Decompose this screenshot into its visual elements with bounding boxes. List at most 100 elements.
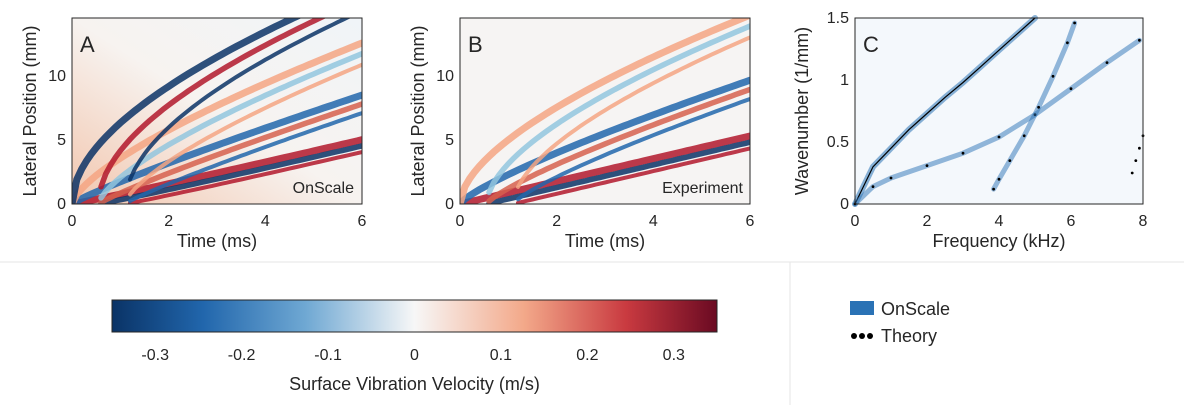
panel-c: C 0 2 4 6 8 0 0.5 1 1.5 Frequency (kHz) … <box>792 10 1148 251</box>
heatmap-ridge <box>128 111 362 204</box>
theory-point <box>1022 134 1026 138</box>
heatmap-ridge <box>128 150 362 204</box>
legend-onscale-label: OnScale <box>881 299 950 319</box>
colorbar-tick-label: -0.1 <box>314 347 342 364</box>
y-axis-label-b: Lateral Position (mm) <box>408 25 428 196</box>
y-tick-label: 0 <box>445 196 454 213</box>
y-ticks-a: 0 5 10 <box>48 68 66 213</box>
theory-point <box>1130 171 1134 175</box>
theory-line <box>854 17 1036 205</box>
heatmap-ridge <box>486 139 750 204</box>
heatmap-ridge <box>486 86 750 204</box>
y-tick-label: 1 <box>840 72 849 89</box>
onscale-band <box>852 37 1142 207</box>
panel-label-a: A <box>80 32 95 57</box>
heatmap-b-ridges <box>460 18 750 204</box>
x-tick-label: 2 <box>552 213 561 230</box>
theory-point <box>992 187 995 191</box>
theory-point <box>1138 146 1141 150</box>
heatmap-ridge <box>72 18 302 204</box>
panel-a-source-label: OnScale <box>293 180 354 197</box>
panel-b: B Experiment 0 2 4 6 0 5 10 Time (ms) La… <box>408 17 755 251</box>
heatmap-ridge <box>516 97 750 202</box>
x-ticks-b: 0 2 4 6 <box>456 213 755 230</box>
x-tick-label: 0 <box>456 213 465 230</box>
x-tick-label: 4 <box>261 213 270 230</box>
plot-a-frame <box>71 17 363 205</box>
panel-b-source-label: Experiment <box>662 180 743 197</box>
y-tick-label: 1.5 <box>827 10 849 27</box>
panel-label-c: C <box>863 32 879 57</box>
theory-point <box>1073 21 1076 25</box>
y-tick-label: 10 <box>48 68 66 85</box>
heatmap-ridge <box>72 39 362 204</box>
theory-point <box>925 164 929 168</box>
legend: OnScale Theory <box>850 299 950 346</box>
colorbar-tick-label: -0.2 <box>228 347 256 364</box>
theory-point <box>1066 41 1069 45</box>
heatmap-ridge <box>486 23 750 196</box>
x-axis-label-a: Time (ms) <box>177 231 257 251</box>
y-ticks-c: 0 0.5 1 1.5 <box>827 10 849 213</box>
onscale-band <box>991 20 1078 192</box>
theory-point <box>889 176 893 180</box>
x-tick-label: 4 <box>649 213 658 230</box>
y-tick-label: 5 <box>57 132 66 149</box>
x-tick-label: 8 <box>1139 213 1148 230</box>
panel-a: A OnScale 0 2 4 6 0 5 10 Time (ms) Later… <box>20 17 367 251</box>
heatmap-ridge <box>460 18 750 204</box>
theory-point <box>997 135 1001 139</box>
y-tick-label: 0 <box>840 196 849 213</box>
legend-theory-label: Theory <box>881 326 937 346</box>
x-tick-label: 6 <box>746 213 755 230</box>
heatmap-ridge <box>460 132 750 204</box>
theory-point <box>1037 105 1040 109</box>
plot-c-frame <box>854 17 1144 205</box>
theory-point <box>1051 74 1055 78</box>
x-tick-label: 2 <box>923 213 932 230</box>
heatmap-ridge <box>98 101 362 204</box>
y-tick-label: 0 <box>57 196 66 213</box>
heatmap-ridge <box>98 50 362 201</box>
theory-point <box>1134 159 1138 163</box>
colorbar-ticks: -0.3 -0.2 -0.1 0 0.1 0.2 0.3 <box>141 347 685 364</box>
colorbar: -0.3 -0.2 -0.1 0 0.1 0.2 0.3 Surface Vib… <box>111 299 718 394</box>
heatmap-ridge <box>516 146 750 204</box>
heatmap-ridge <box>128 18 352 182</box>
y-axis-label-a: Lateral Position (mm) <box>20 25 40 196</box>
x-tick-label: 2 <box>164 213 173 230</box>
colorbar-label: Surface Vibration Velocity (m/s) <box>289 374 540 394</box>
colorbar-tick-label: 0.1 <box>490 347 512 364</box>
heatmap-ridge <box>128 62 362 197</box>
theory-point <box>997 177 1001 181</box>
theory-point <box>1069 87 1073 91</box>
x-ticks-a: 0 2 4 6 <box>68 213 367 230</box>
theory-point <box>1105 61 1109 64</box>
x-tick-label: 0 <box>68 213 77 230</box>
x-axis-label-b: Time (ms) <box>565 231 645 251</box>
y-tick-label: 5 <box>445 132 454 149</box>
colorbar-tick-label: 0.3 <box>663 347 685 364</box>
heatmap-ridge <box>516 35 750 189</box>
theory-point <box>871 185 875 189</box>
x-tick-label: 6 <box>1067 213 1076 230</box>
colorbar-gradient <box>111 299 718 333</box>
x-tick-label: 0 <box>851 213 860 230</box>
legend-theory-dots-icon <box>851 333 873 339</box>
colorbar-tick-label: -0.3 <box>141 347 169 364</box>
y-tick-label: 0.5 <box>827 134 849 151</box>
x-tick-label: 4 <box>995 213 1004 230</box>
panel-label-b: B <box>468 32 483 57</box>
heatmap-ridge <box>72 91 362 204</box>
theory-point <box>961 151 965 155</box>
plot-b-frame <box>459 17 751 205</box>
heatmap-ridge <box>460 76 750 204</box>
x-ticks-c: 0 2 4 6 8 <box>851 213 1148 230</box>
y-axis-label-c: Wavenumber (1/mm) <box>792 27 812 195</box>
colorbar-tick-label: 0.2 <box>576 347 598 364</box>
y-tick-label: 10 <box>436 68 454 85</box>
legend-onscale-swatch <box>850 301 874 315</box>
colorbar-tick-label: 0 <box>410 347 419 364</box>
x-tick-label: 6 <box>358 213 367 230</box>
heatmap-ridge <box>98 18 327 190</box>
